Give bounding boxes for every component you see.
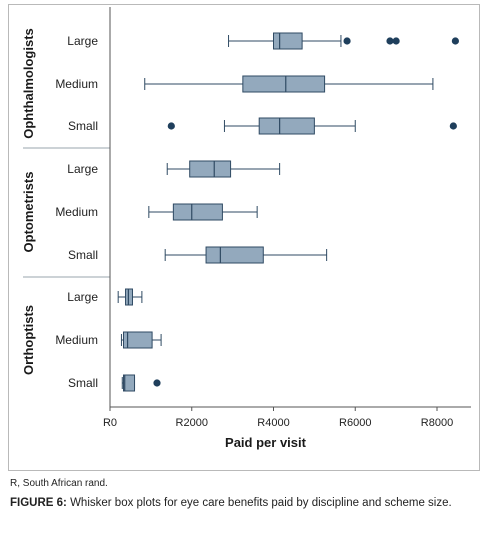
outlier-point xyxy=(451,37,459,45)
iqr-box xyxy=(122,374,136,392)
iqr-box xyxy=(242,75,326,93)
outlier-point xyxy=(392,37,400,45)
iqr-box xyxy=(273,32,303,50)
figure-caption: FIGURE 6: Whisker box plots for eye care… xyxy=(10,496,480,510)
outlier-point xyxy=(449,122,457,130)
currency-note: R, South African rand. xyxy=(10,478,108,489)
category-label: Medium xyxy=(55,77,98,91)
x-tick-label: R2000 xyxy=(176,417,208,429)
iqr-box xyxy=(258,117,315,135)
category-label: Large xyxy=(67,290,98,304)
category-label: Medium xyxy=(55,333,98,347)
x-tick-label: R6000 xyxy=(339,417,371,429)
category-label: Large xyxy=(67,34,98,48)
outlier-point xyxy=(343,37,351,45)
box-plot-chart: R0 R2000 R4000 R6000 R8000 Paid per visit Opht… xyxy=(21,7,471,450)
category-label: Small xyxy=(68,119,98,133)
iqr-box xyxy=(172,203,223,221)
outlier-point xyxy=(153,379,161,387)
x-tick-label: R8000 xyxy=(421,417,453,429)
category-label: Small xyxy=(68,376,98,390)
chart-frame: R0 R2000 R4000 R6000 R8000 Paid per visit Opht… xyxy=(8,4,480,471)
iqr-box xyxy=(189,160,232,178)
category-label: Large xyxy=(67,162,98,176)
x-axis-title: Paid per visit xyxy=(225,435,307,450)
category-label: Medium xyxy=(55,205,98,219)
outlier-point xyxy=(386,37,394,45)
caption-text: Whisker box plots for eye care benefits … xyxy=(66,497,452,509)
iqr-box xyxy=(122,331,153,349)
group-label: Optometrists xyxy=(21,172,36,253)
outlier-point xyxy=(167,122,175,130)
group-label: Orthoptists xyxy=(21,305,36,375)
iqr-box xyxy=(205,246,264,264)
x-tick-label: R4000 xyxy=(257,417,289,429)
category-label: Small xyxy=(68,248,98,262)
iqr-box xyxy=(125,288,133,306)
x-tick-label: R0 xyxy=(103,417,117,429)
group-label: Ophthalmologists xyxy=(21,28,36,139)
caption-label: FIGURE 6: xyxy=(10,497,67,509)
